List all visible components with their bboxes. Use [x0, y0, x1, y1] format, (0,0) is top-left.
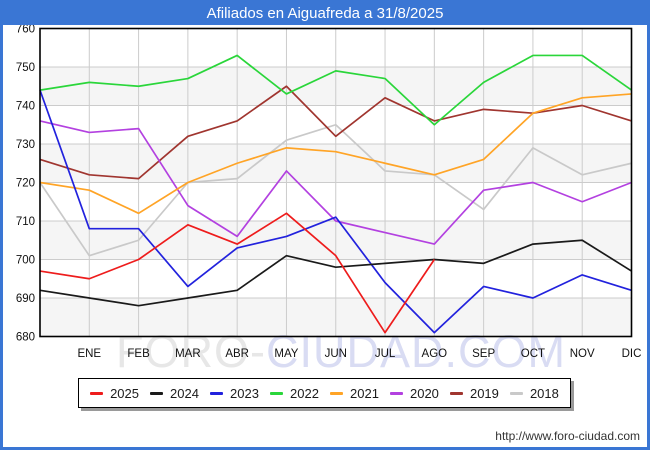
legend-label-2023: 2023	[230, 385, 259, 401]
legend-label-2024: 2024	[170, 385, 199, 401]
svg-text:700: 700	[16, 255, 35, 267]
svg-text:MAR: MAR	[175, 348, 201, 360]
legend-label-2025: 2025	[110, 385, 139, 401]
watermark-ciudad: CIUDAD.COM	[265, 326, 566, 377]
legend-item-2023: 2023	[210, 386, 259, 401]
legend-item-2021: 2021	[330, 386, 379, 401]
series-line-2020	[39, 120, 632, 245]
legend-item-2019: 2019	[449, 385, 499, 401]
legend-label-2018: 2018	[529, 385, 559, 401]
legend-label-2022: 2022	[290, 385, 319, 401]
legend-dash-2018	[509, 391, 523, 395]
svg-text:720: 720	[16, 178, 35, 190]
legend-label-2021: 2021	[350, 385, 379, 401]
footer-url: http://www.foro-ciudad.com	[495, 429, 640, 443]
svg-text:ABR: ABR	[225, 348, 249, 360]
svg-text:JUN: JUN	[325, 348, 347, 360]
series-line-2023	[39, 89, 632, 334]
svg-text:MAY: MAY	[274, 348, 298, 360]
legend-dash-2024	[150, 391, 164, 395]
svg-text:750: 750	[16, 62, 35, 74]
legend-item-2024: 2024	[150, 386, 199, 401]
series-line-2021	[39, 93, 632, 215]
legend-item-2020: 2020	[389, 385, 439, 401]
legend-dash-2022	[270, 391, 284, 395]
watermark-foro: FORO-	[116, 326, 266, 377]
svg-text:680: 680	[16, 332, 35, 344]
legend-dash-2023	[210, 391, 224, 395]
svg-text:690: 690	[16, 293, 35, 305]
series-line-2025	[39, 212, 436, 334]
svg-text:NOV: NOV	[570, 348, 595, 360]
legend-dash-2025	[90, 391, 104, 395]
legend: 2025 2024 2023 2022 2021 2020 2019 2018	[78, 378, 571, 408]
series-line-2022	[39, 54, 632, 126]
legend-item-2025: 2025	[90, 386, 139, 401]
svg-text:FEB: FEB	[127, 348, 150, 360]
svg-text:ENE: ENE	[77, 348, 101, 360]
legend-item-2022: 2022	[270, 386, 319, 401]
svg-text:730: 730	[16, 139, 35, 151]
series-line-2018	[39, 123, 632, 257]
legend-item-2018: 2018	[509, 385, 559, 401]
svg-text:710: 710	[16, 216, 35, 228]
svg-text:OCT: OCT	[521, 348, 545, 360]
svg-text:DIC: DIC	[622, 348, 642, 360]
svg-text:740: 740	[16, 101, 35, 113]
watermark: FORO-CIUDAD.COM	[116, 326, 566, 378]
legend-label-2020: 2020	[409, 385, 439, 401]
legend-label-2019: 2019	[469, 385, 499, 401]
svg-text:SEP: SEP	[472, 348, 495, 360]
svg-text:AGO: AGO	[422, 348, 448, 360]
legend-dash-2019	[449, 391, 463, 395]
legend-dash-2020	[389, 391, 403, 395]
series-line-2024	[39, 239, 632, 307]
svg-text:JUL: JUL	[375, 348, 396, 360]
svg-text:760: 760	[16, 24, 35, 36]
legend-dash-2021	[330, 391, 343, 395]
chart-title: Afiliados en Aiguafreda a 31/8/2025	[3, 3, 647, 25]
